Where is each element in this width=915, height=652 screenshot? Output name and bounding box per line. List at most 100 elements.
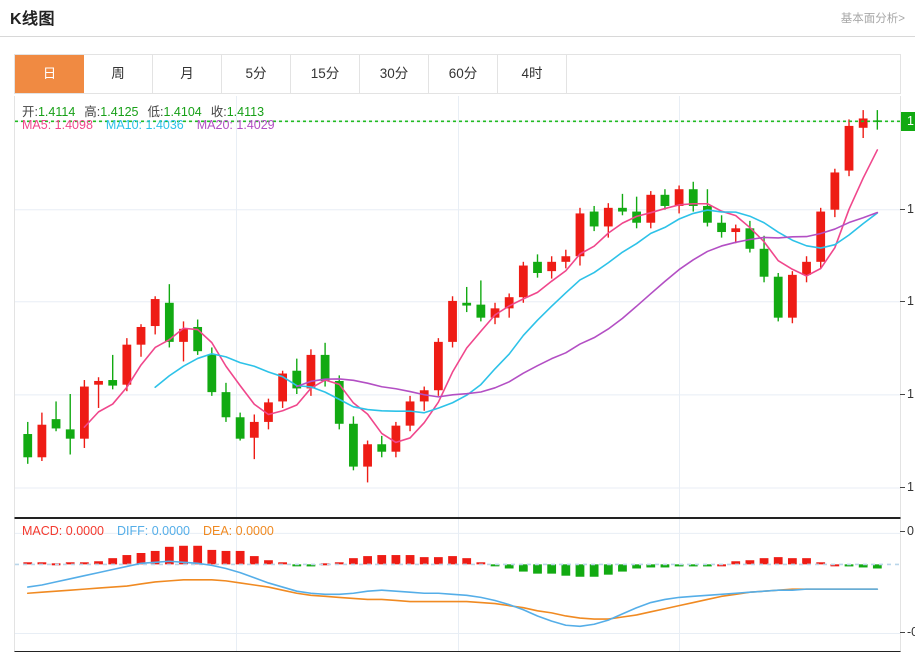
price-axis-label-3: 1.3719 (907, 480, 915, 494)
candle-body (179, 328, 188, 342)
candle-body (759, 248, 769, 277)
macd-bar (320, 563, 330, 566)
price-axis-tick-2 (900, 393, 905, 395)
candle-body (717, 222, 726, 233)
candle-body (391, 425, 401, 452)
macd-bar (787, 558, 797, 565)
page-title: K线图 (10, 11, 56, 28)
macd-bar (773, 557, 783, 565)
price-chart-panel[interactable] (14, 96, 901, 518)
macd-svg (15, 519, 900, 651)
candle-body (94, 380, 103, 385)
macd-bar (108, 558, 118, 565)
candle-body (363, 444, 372, 467)
macd-bar (731, 561, 741, 565)
tab-5[interactable]: 30分 (360, 55, 429, 93)
tab-6[interactable]: 60分 (429, 55, 498, 93)
macd-bar (179, 545, 188, 565)
candle-body (646, 194, 656, 223)
candle-body (504, 297, 514, 309)
macd-bar (618, 564, 627, 572)
macd-bar (292, 564, 302, 567)
macd-value: 0.0000 (65, 524, 104, 538)
macd-bar (646, 564, 656, 568)
candle-body (518, 265, 528, 298)
macd-bar (759, 558, 769, 565)
tab-0[interactable]: 日 (15, 55, 84, 93)
macd-bar (37, 562, 47, 565)
macd-bar (632, 564, 642, 569)
candle-body (802, 261, 811, 275)
macd-bar (433, 557, 443, 565)
low-value: 1.4104 (163, 105, 202, 119)
ma20-label: MA20: (196, 118, 233, 132)
candle-body (872, 120, 882, 122)
candle-body (292, 370, 302, 389)
high-value: 1.4125 (100, 105, 139, 119)
page-header: K线图 基本面分析> (0, 0, 915, 37)
macd-bar (221, 550, 231, 565)
macd-bar (802, 558, 811, 565)
macd-bar (490, 564, 500, 567)
candle-body (164, 302, 174, 342)
candle-body (79, 386, 89, 439)
macd-axis-tick-0 (900, 531, 905, 533)
candle-body (589, 211, 599, 227)
macd-bar (660, 564, 670, 568)
macd-chart-panel[interactable] (14, 518, 901, 652)
candle-body (108, 380, 118, 386)
macd-bar (405, 555, 415, 565)
price-axis-label-0: 1.4018 (907, 201, 915, 216)
tab-1[interactable]: 周 (84, 55, 153, 93)
tab-2[interactable]: 月 (153, 55, 222, 93)
candle-body (547, 261, 557, 272)
macd-bar (858, 564, 868, 568)
macd-bar (65, 562, 75, 565)
candle-body (703, 205, 712, 223)
tab-7[interactable]: 4时 (498, 55, 567, 93)
candle-body (731, 228, 741, 233)
tab-4[interactable]: 15分 (291, 55, 360, 93)
ma20-value: 1.4029 (236, 118, 275, 132)
candle-body (618, 207, 627, 212)
candle-body (320, 354, 330, 381)
timeframe-tabbar: 日周月 5分 15分 30分 60分 4时 (14, 54, 901, 94)
candle-body (37, 424, 47, 458)
candle-body (660, 194, 670, 206)
macd-bar (136, 553, 146, 565)
candle-body (150, 299, 160, 327)
tab-3[interactable]: 5分 (222, 55, 291, 93)
macd-bar (349, 558, 358, 565)
candle-body (490, 308, 500, 318)
ma5-value: 1.4098 (54, 118, 93, 132)
open-label: 开: (22, 105, 38, 119)
low-label: 低: (147, 105, 164, 119)
ma20-line (295, 211, 879, 398)
candle-body (533, 261, 542, 273)
fundamental-analysis-link[interactable]: 基本面分析> (840, 13, 905, 25)
candle-body (278, 373, 288, 402)
candle-body (377, 444, 387, 452)
candle-body (787, 274, 797, 318)
macd-bar (688, 564, 698, 567)
close-value: 1.4113 (226, 105, 265, 119)
price-axis-label-2: 1.3819 (907, 386, 915, 401)
macd-bar (377, 555, 387, 565)
close-label: 收: (210, 105, 227, 119)
macd-bar (872, 564, 882, 569)
macd-legend: MACD: 0.0000 DIFF: 0.0000 DEA: 0.0000 (22, 524, 287, 538)
candle-body (419, 390, 429, 402)
macd-bar (278, 562, 288, 565)
candle-body (349, 423, 358, 467)
candle-body (462, 302, 472, 306)
price-axis-tick-1 (900, 300, 905, 302)
candle-body (221, 392, 231, 418)
macd-bar (122, 555, 132, 565)
macd-axis-label-1: -0.0067 (907, 624, 915, 639)
candle-body (603, 207, 613, 227)
tabbar-filler (567, 55, 900, 93)
price-axis-label-1: 1.3919 (907, 293, 915, 308)
candle-body (193, 326, 203, 352)
macd-bar (164, 546, 174, 565)
